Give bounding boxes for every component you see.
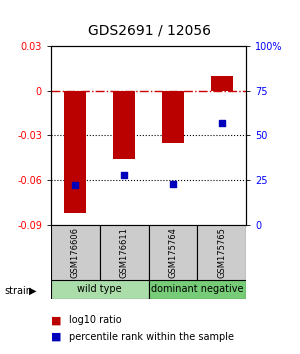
Bar [113, 91, 135, 159]
Bar [64, 91, 86, 213]
Text: ■: ■ [51, 332, 62, 342]
Text: ▶: ▶ [28, 286, 36, 296]
Text: ■: ■ [51, 315, 62, 325]
Text: GSM176606: GSM176606 [71, 227, 80, 278]
Text: wild type: wild type [77, 284, 122, 295]
Bar [100, 225, 148, 280]
Point [73, 183, 78, 188]
Text: GDS2691 / 12056: GDS2691 / 12056 [88, 23, 212, 37]
Bar [148, 225, 197, 280]
Text: percentile rank within the sample: percentile rank within the sample [69, 332, 234, 342]
Bar [162, 91, 184, 143]
Text: GSM176611: GSM176611 [120, 227, 129, 278]
Text: strain: strain [4, 286, 32, 296]
Point [122, 172, 127, 178]
Point [170, 181, 175, 187]
Bar [211, 76, 232, 91]
Bar [148, 280, 246, 299]
Text: dominant negative: dominant negative [151, 284, 244, 295]
Text: GSM175765: GSM175765 [217, 227, 226, 278]
Text: log10 ratio: log10 ratio [69, 315, 122, 325]
Bar [51, 225, 100, 280]
Bar [51, 280, 148, 299]
Bar [197, 225, 246, 280]
Text: GSM175764: GSM175764 [168, 227, 177, 278]
Point [219, 120, 224, 126]
